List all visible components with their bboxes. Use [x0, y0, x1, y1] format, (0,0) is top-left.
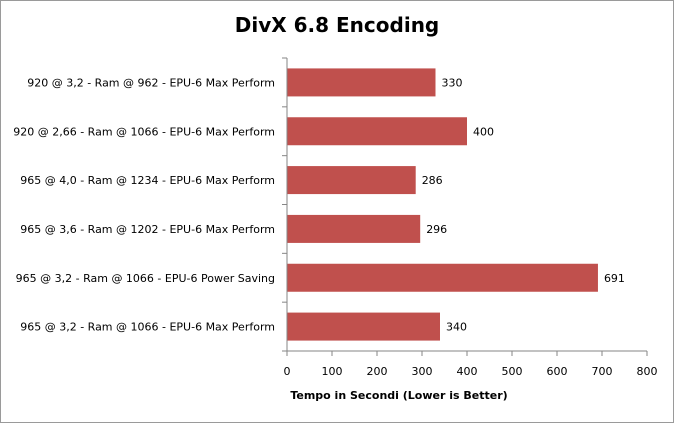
bar-5 — [287, 312, 440, 341]
data-label-0: 330 — [442, 76, 463, 89]
x-tick-label-3: 300 — [412, 365, 433, 378]
x-tick-label-5: 500 — [502, 365, 523, 378]
x-tick-label-2: 200 — [367, 365, 388, 378]
bar-4 — [287, 263, 598, 292]
bar-3 — [287, 214, 421, 243]
x-tick-label-0: 0 — [284, 365, 291, 378]
category-label-0: 920 @ 3,2 - Ram @ 962 - EPU-6 Max Perfor… — [27, 76, 275, 89]
bar-2 — [287, 166, 416, 195]
x-tick-label-1: 100 — [322, 365, 343, 378]
data-label-4: 691 — [604, 272, 625, 285]
x-tick-label-4: 400 — [457, 365, 478, 378]
category-label-4: 965 @ 3,2 - Ram @ 1066 - EPU-6 Power Sav… — [16, 272, 275, 285]
data-label-3: 296 — [426, 223, 447, 236]
category-label-1: 920 @ 2,66 - Ram @ 1066 - EPU-6 Max Perf… — [13, 125, 275, 138]
chart-title: DivX 6.8 Encoding — [234, 13, 440, 37]
data-label-2: 286 — [422, 174, 443, 187]
x-tick-label-6: 600 — [547, 365, 568, 378]
category-label-5: 965 @ 3,2 - Ram @ 1066 - EPU-6 Max Perfo… — [20, 321, 275, 334]
category-label-3: 965 @ 3,6 - Ram @ 1202 - EPU-6 Max Perfo… — [20, 223, 275, 236]
x-axis-title: Tempo in Secondi (Lower is Better) — [290, 389, 507, 402]
bar-0 — [287, 68, 436, 97]
data-label-5: 340 — [446, 321, 467, 334]
bar-1 — [287, 117, 467, 146]
x-tick-label-8: 800 — [637, 365, 658, 378]
category-label-2: 965 @ 4,0 - Ram @ 1234 - EPU-6 Max Perfo… — [20, 174, 275, 187]
data-label-1: 400 — [473, 125, 494, 138]
x-tick-label-7: 700 — [592, 365, 613, 378]
